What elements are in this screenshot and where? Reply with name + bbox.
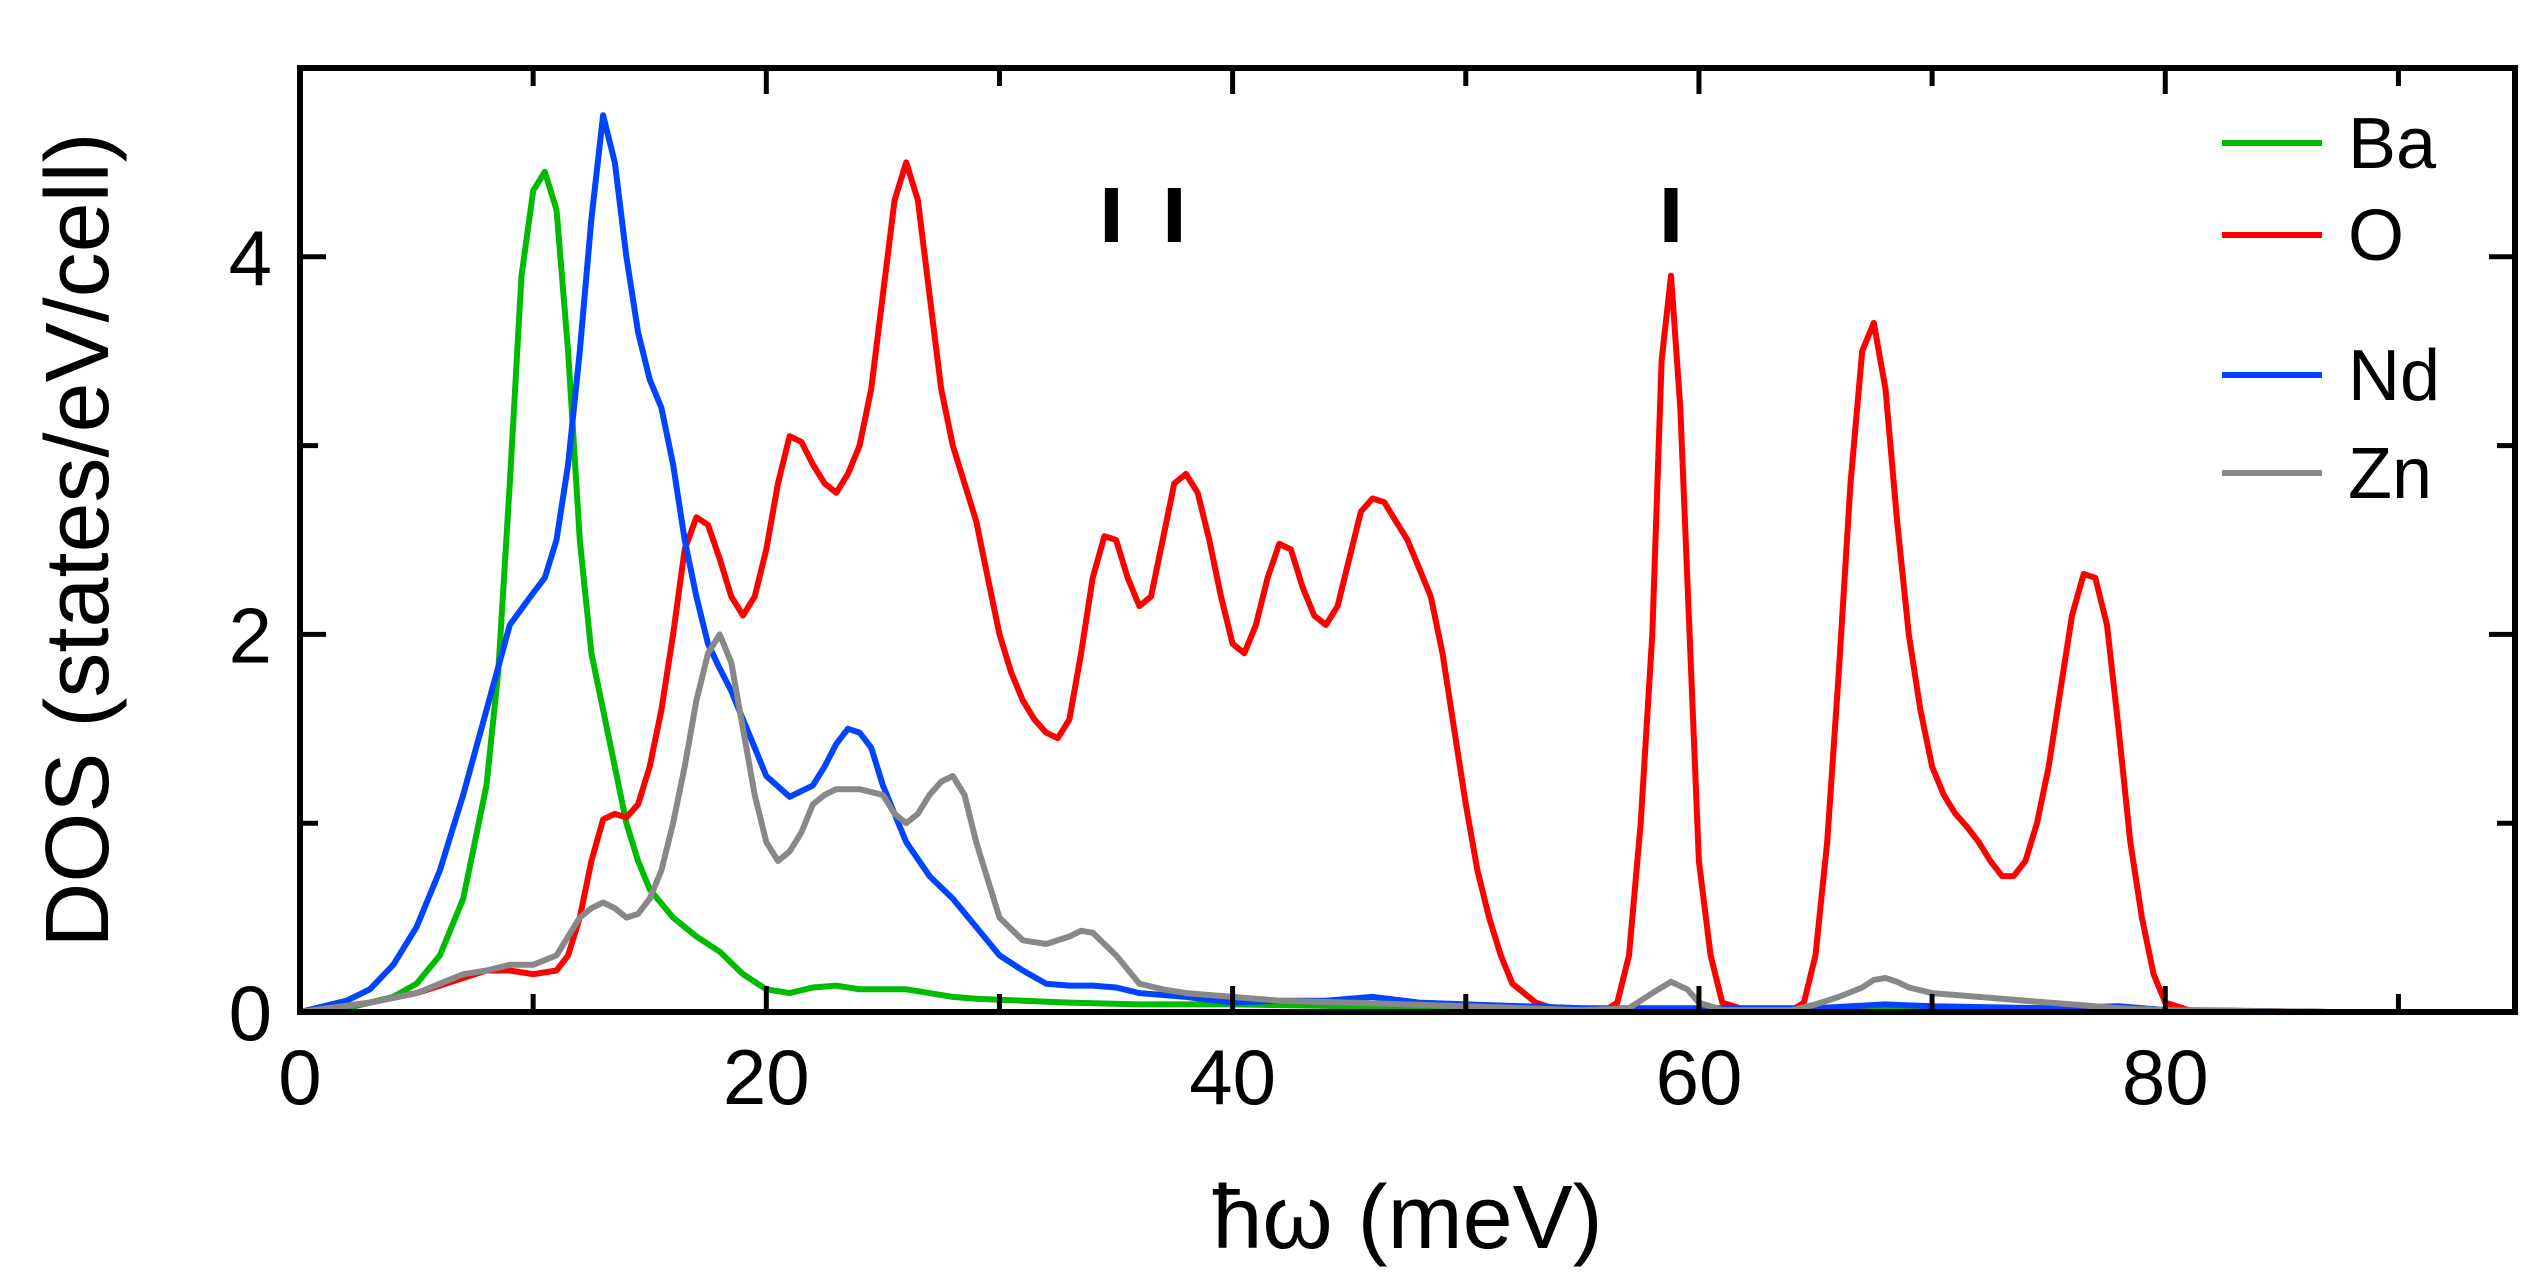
x-axis-label: ħω (meV) bbox=[1212, 1168, 1602, 1268]
series-layer bbox=[297, 112, 2332, 1015]
series-line-nd bbox=[297, 112, 2332, 1015]
plot-frame bbox=[297, 65, 2518, 1015]
y-tick-label: 2 bbox=[229, 591, 272, 679]
y-tick-label: 0 bbox=[229, 969, 272, 1057]
x-tick-label: 40 bbox=[1189, 1033, 1276, 1121]
legend-label-ba: Ba bbox=[2348, 104, 2437, 184]
peak-markers bbox=[1104, 188, 1678, 242]
legend-label-zn: Zn bbox=[2348, 434, 2432, 514]
y-axis-label: DOS (states/eV/cell) bbox=[28, 132, 128, 947]
x-tick-label: 60 bbox=[1656, 1033, 1743, 1121]
axes: 0 20 40 60 80 0 2 4 bbox=[229, 65, 2518, 1121]
x-tick-label: 0 bbox=[278, 1033, 321, 1121]
x-tick-label: 80 bbox=[2122, 1033, 2209, 1121]
series-line-zn bbox=[297, 631, 2332, 1015]
series-line-o bbox=[297, 159, 2332, 1015]
legend: Ba O Nd Zn bbox=[2222, 104, 2440, 514]
legend-label-nd: Nd bbox=[2348, 336, 2440, 416]
legend-label-o: O bbox=[2348, 196, 2404, 276]
y-tick-label: 4 bbox=[229, 214, 272, 302]
x-tick-label: 20 bbox=[723, 1033, 810, 1121]
series-line-ba bbox=[297, 168, 2332, 1015]
